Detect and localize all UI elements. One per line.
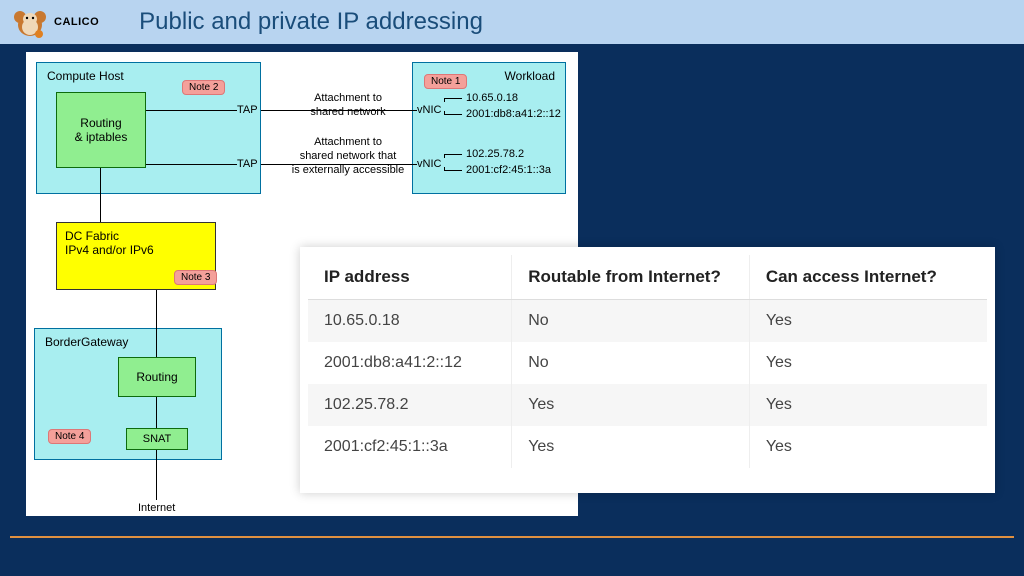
vnic-label-1: vNIC [417,104,441,118]
compute-host-label: Compute Host [47,69,124,83]
header: CALICO Public and private IP addressing [0,0,1024,44]
note-3-badge: Note 3 [174,270,217,285]
table-row: 102.25.78.2 Yes Yes [308,384,987,426]
tap-label-1: TAP [237,104,258,118]
ip4: 2001:cf2:45:1::3a [466,164,551,178]
routing-box: Routing [118,357,196,397]
attach2: Attachment to shared network that is ext… [286,136,410,177]
ip-table-panel: IP address Routable from Internet? Can a… [300,247,995,493]
col-ip: IP address [308,255,512,300]
ip2: 2001:db8:a41:2::12 [466,108,561,122]
vnic-label-2: vNIC [417,158,441,172]
brand-text: CALICO [54,16,99,28]
note-1-badge: Note 1 [424,74,467,89]
dcfabric-l2: IPv4 and/or IPv6 [65,243,207,257]
ip3: 102.25.78.2 [466,148,524,162]
footer-divider [10,536,1014,538]
page-title: Public and private IP addressing [139,8,483,36]
ip-address-table: IP address Routable from Internet? Can a… [308,255,987,468]
table-row: 2001:db8:a41:2::12 No Yes [308,342,987,384]
border-gateway-label: BorderGateway [45,335,128,349]
tap-label-2: TAP [237,158,258,172]
note-2-badge: Note 2 [182,80,225,95]
table-row: 2001:cf2:45:1::3a Yes Yes [308,426,987,468]
routing-iptables-box: Routing & iptables [56,92,146,168]
internet-label: Internet [138,502,175,516]
ip1: 10.65.0.18 [466,92,518,106]
calico-logo-icon [10,4,50,40]
workload-label: Workload [505,69,555,83]
table-row: 10.65.0.18 No Yes [308,300,987,343]
dcfabric-l1: DC Fabric [65,229,207,243]
col-access: Can access Internet? [749,255,987,300]
col-routable: Routable from Internet? [512,255,750,300]
attach1: Attachment to shared network [298,92,398,120]
note-4-badge: Note 4 [48,429,91,444]
snat-box: SNAT [126,428,188,450]
